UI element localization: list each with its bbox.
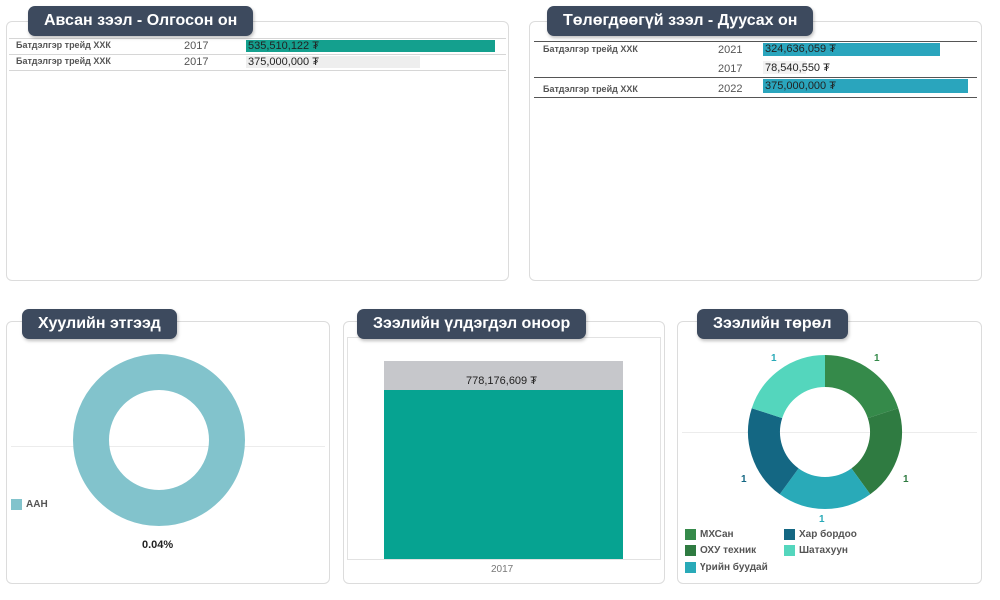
balance-bar[interactable] xyxy=(384,390,623,559)
slice-label-okhu: 1 xyxy=(903,474,909,485)
slice-label-khar: 1 xyxy=(741,474,747,485)
donut-slice-3[interactable] xyxy=(748,408,800,495)
legend-label-khar-bordoo: Хар бордоо xyxy=(799,529,857,540)
donut-percent-label: 0.04% xyxy=(142,539,174,551)
loan-row-year: 2017 xyxy=(184,40,209,52)
chart-divider xyxy=(11,446,325,447)
slice-label-uriin: 1 xyxy=(819,514,825,525)
unpaid-year: 2021 xyxy=(718,44,743,56)
unpaid-group-name: Батдэлгэр трейд ХХК xyxy=(543,84,638,94)
legend-label-okhu-tekhnik: ОХУ техник xyxy=(700,545,757,556)
unpaid-bar-value: 324,636,059 ₮ xyxy=(765,43,836,55)
legend-swatch-khar-bordoo xyxy=(784,529,795,540)
loan-bar[interactable] xyxy=(246,40,495,52)
legend-label-aan: ААН xyxy=(26,499,48,510)
legend-swatch-mkhsan xyxy=(685,529,696,540)
unpaid-bar[interactable] xyxy=(763,79,968,93)
loan-type-card: 1 1 1 1 1 МХСан Хар бордоо ОХУ техник Ша… xyxy=(677,321,982,584)
loan-row-name: Батдэлгэр трейд ХХК xyxy=(16,56,111,66)
unpaid-bar-value: 78,540,550 ₮ xyxy=(765,62,830,74)
unpaid-group-name: Батдэлгэр трейд ХХК xyxy=(543,44,638,54)
group-divider xyxy=(534,41,977,42)
donut-slice-4[interactable] xyxy=(751,355,826,419)
unpaid-bar[interactable] xyxy=(763,61,806,74)
loans-taken-card: Батдэлгэр трейд ХХК 2017 535,510,122 ₮ Б… xyxy=(6,21,509,281)
unpaid-year: 2022 xyxy=(718,83,743,95)
slice-label-mkhsan: 1 xyxy=(874,353,880,364)
axis-line xyxy=(347,337,348,559)
row-divider xyxy=(9,38,506,39)
balance-title: Зээлийн үлдэгдэл оноор xyxy=(357,309,587,339)
slice-label-shatakhuun: 1 xyxy=(771,353,777,364)
loan-bar-value: 375,000,000 ₮ xyxy=(248,56,319,68)
donut-slice-1[interactable] xyxy=(850,408,902,495)
balance-x-label: 2017 xyxy=(491,564,514,575)
donut-slice-0[interactable] xyxy=(824,355,899,419)
unpaid-loans-title: Төлөгдөөгүй зээл - Дуусах он xyxy=(547,6,814,36)
x-axis-line xyxy=(347,559,661,560)
legend-swatch-aan xyxy=(11,499,22,510)
unpaid-bar-value: 375,000,000 ₮ xyxy=(765,80,836,92)
row-divider xyxy=(9,70,506,71)
group-divider xyxy=(534,97,977,98)
loan-bar-track xyxy=(246,56,421,68)
legal-entity-card: ААН 0.04% xyxy=(6,321,330,584)
group-divider xyxy=(534,77,977,78)
legal-entity-title: Хуулийн этгээд xyxy=(22,309,177,339)
legend-label-mkhsan: МХСан xyxy=(700,529,734,540)
balance-card: 778,176,609 ₮ 2017 xyxy=(343,321,665,584)
balance-bar-top xyxy=(384,361,623,390)
chart-divider xyxy=(682,432,977,433)
loan-type-donut xyxy=(748,355,902,509)
donut-slice-2[interactable] xyxy=(779,467,871,509)
unpaid-year: 2017 xyxy=(718,63,743,75)
axis-line xyxy=(660,337,661,559)
legend-label-shatakhuun: Шатахуун xyxy=(799,545,848,556)
legend-swatch-shatakhuun xyxy=(784,545,795,556)
donut-slice-aan[interactable] xyxy=(73,354,245,526)
loan-row-year: 2017 xyxy=(184,56,209,68)
legend-swatch-okhu-tekhnik xyxy=(685,545,696,556)
unpaid-bar[interactable] xyxy=(763,43,941,56)
loans-taken-title: Авсан зээл - Олгосон он xyxy=(28,6,254,36)
legend-swatch-uriin-buudai xyxy=(685,562,696,573)
legend-label-uriin-buudai: Үрийн буудай xyxy=(700,562,768,573)
balance-bar-label: 778,176,609 ₮ xyxy=(466,375,537,387)
loan-bar-value: 535,510,122 ₮ xyxy=(248,40,319,52)
loan-type-title: Зээлийн төрөл xyxy=(697,309,848,339)
legal-entity-donut xyxy=(73,354,245,526)
unpaid-loans-card: Батдэлгэр трейд ХХК 2021 324,636,059 ₮ 2… xyxy=(529,21,982,281)
row-divider xyxy=(9,54,506,55)
loan-row-name: Батдэлгэр трейд ХХК xyxy=(16,40,111,50)
